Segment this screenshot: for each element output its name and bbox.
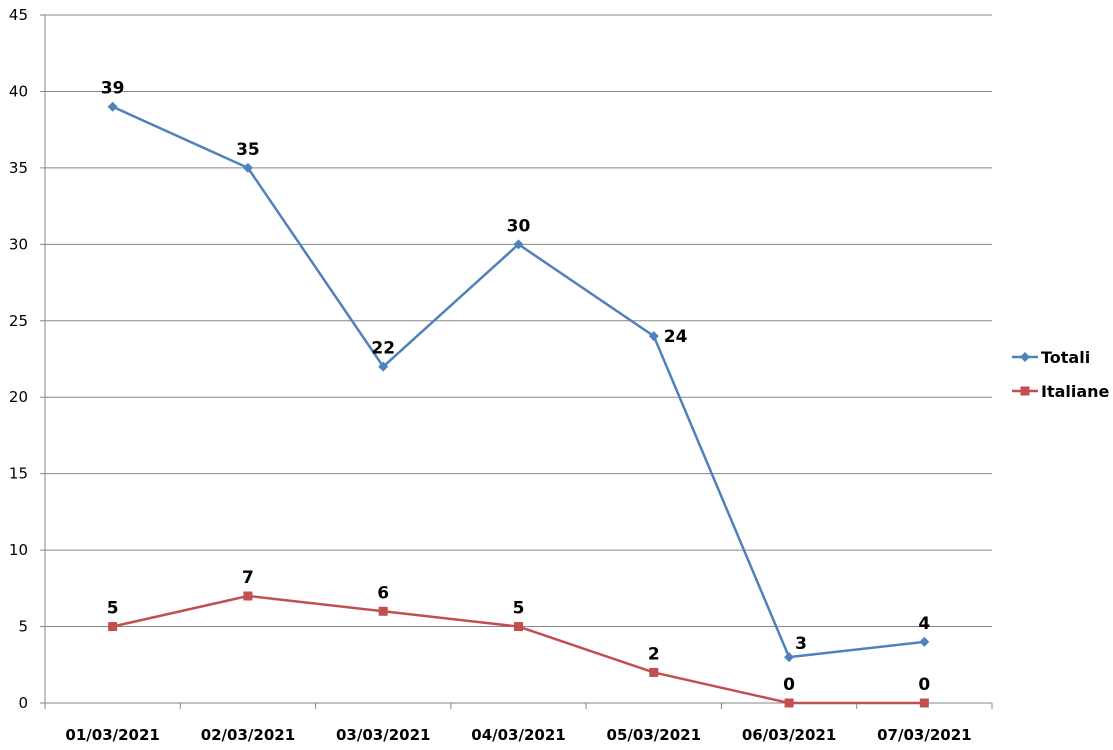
data-label: 24 [664, 327, 688, 347]
y-tick-label: 10 [9, 541, 28, 559]
y-axis-ticks: 0 5 10 15 20 25 30 35 40 45 [9, 6, 45, 712]
point-marker [919, 636, 930, 647]
legend: Totali Italiane [1012, 348, 1110, 401]
legend-marker [1020, 352, 1030, 362]
data-label: 5 [107, 599, 119, 619]
series-line-totali [112, 105, 925, 659]
data-label: 5 [513, 599, 525, 619]
x-tick-label: 05/03/2021 [607, 726, 701, 744]
point-marker [243, 591, 253, 601]
point-marker [514, 622, 523, 632]
data-label: 2 [648, 644, 660, 664]
point-marker [513, 239, 524, 250]
x-tick-label: 02/03/2021 [201, 726, 295, 744]
y-tick-label: 30 [9, 235, 28, 253]
x-tick-label: 03/03/2021 [336, 726, 430, 744]
data-label: 7 [242, 568, 254, 588]
point-marker [784, 698, 794, 708]
y-tick-label: 5 [18, 618, 28, 636]
x-tick-label: 06/03/2021 [742, 726, 836, 744]
y-tick-label: 0 [18, 694, 28, 712]
data-label: 0 [918, 675, 930, 695]
legend-marker [1020, 386, 1030, 396]
point-marker [108, 622, 118, 632]
data-label: 0 [783, 675, 795, 695]
y-tick-label: 15 [9, 465, 28, 483]
point-marker [107, 101, 118, 112]
point-marker [378, 361, 389, 372]
data-label: 4 [918, 614, 930, 634]
y-tick-label: 35 [9, 159, 28, 177]
legend-label: Italiane [1041, 382, 1110, 401]
point-marker [784, 652, 795, 663]
gridlines [45, 14, 992, 628]
data-label: 35 [236, 140, 260, 160]
point-marker [648, 331, 659, 342]
y-tick-label: 40 [9, 82, 28, 100]
point-marker [242, 162, 253, 173]
y-tick-label: 20 [9, 388, 28, 406]
point-marker [378, 606, 388, 616]
data-label: 6 [377, 583, 389, 603]
x-tick-label: 04/03/2021 [471, 726, 565, 744]
point-marker [919, 698, 929, 708]
data-labels: 39 35 22 30 24 3 4 5 7 6 5 2 0 0 [101, 79, 931, 695]
y-tick-label: 45 [9, 6, 28, 24]
data-label: 22 [371, 339, 395, 359]
data-label: 3 [795, 634, 807, 654]
x-tick-label: 07/03/2021 [877, 726, 971, 744]
x-tick-label: 01/03/2021 [65, 726, 159, 744]
x-axis-ticks: 01/03/2021 02/03/2021 03/03/2021 04/03/2021… [44, 703, 993, 744]
data-label: 30 [507, 216, 531, 236]
legend-label: Totali [1041, 348, 1090, 367]
series-group [107, 101, 930, 708]
point-marker [649, 667, 659, 677]
data-label: 39 [101, 79, 125, 99]
y-tick-label: 25 [9, 312, 28, 330]
